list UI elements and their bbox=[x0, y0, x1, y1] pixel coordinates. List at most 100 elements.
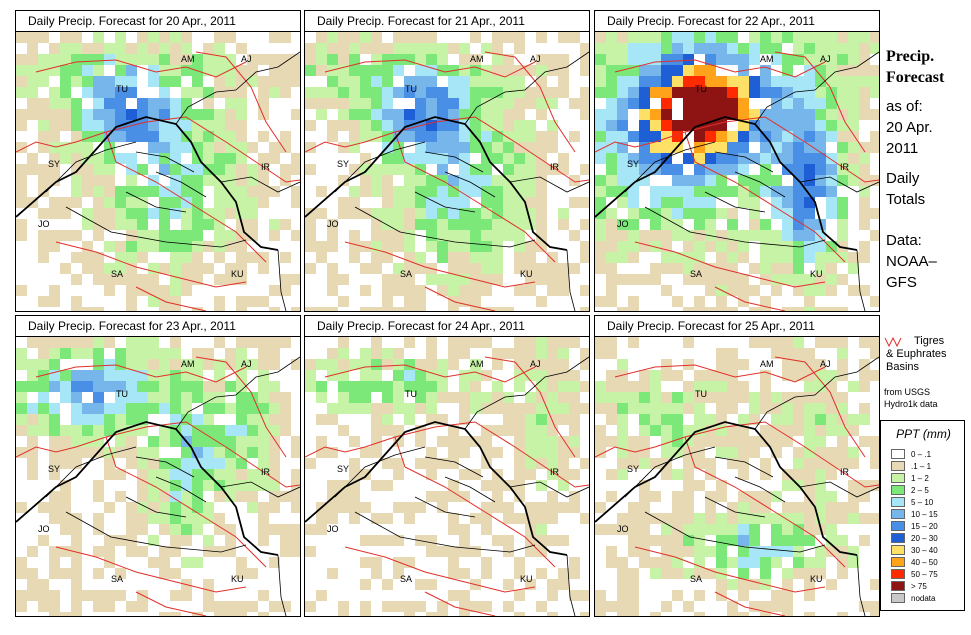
precip-cell bbox=[525, 348, 536, 359]
precip-cell bbox=[71, 131, 82, 142]
precip-cell bbox=[291, 524, 300, 535]
legend-entry: 40 – 50 bbox=[891, 557, 938, 568]
precip-cell bbox=[661, 469, 672, 480]
precip-cell bbox=[804, 109, 815, 120]
precip-cell bbox=[214, 43, 225, 54]
precip-cell bbox=[628, 208, 639, 219]
precip-cell bbox=[595, 76, 606, 87]
precip-cell bbox=[27, 359, 38, 370]
precip-cell bbox=[115, 197, 126, 208]
precip-cell bbox=[727, 186, 738, 197]
precip-cell bbox=[771, 348, 782, 359]
precip-cell bbox=[514, 153, 525, 164]
precip-cell bbox=[804, 436, 815, 447]
precip-cell bbox=[393, 370, 404, 381]
precip-cell bbox=[705, 98, 716, 109]
precip-cell bbox=[426, 491, 437, 502]
precip-cell bbox=[27, 546, 38, 557]
precip-cell bbox=[115, 469, 126, 480]
precip-cell bbox=[170, 32, 181, 43]
precip-map: AM AJ TU SY IR JO SA KU bbox=[594, 32, 880, 312]
precip-cell bbox=[492, 87, 503, 98]
precip-cell bbox=[60, 436, 71, 447]
precip-cell bbox=[749, 120, 760, 131]
precip-cell bbox=[617, 392, 628, 403]
precip-cell bbox=[448, 263, 459, 274]
precip-cell bbox=[760, 230, 771, 241]
precip-cell bbox=[415, 153, 426, 164]
precip-cell bbox=[793, 392, 804, 403]
precip-cell bbox=[214, 491, 225, 502]
precip-cell bbox=[492, 359, 503, 370]
precip-cell bbox=[826, 425, 837, 436]
province-border bbox=[424, 456, 484, 478]
precip-cell bbox=[349, 359, 360, 370]
country-label: IR bbox=[261, 467, 271, 477]
precip-cell bbox=[448, 186, 459, 197]
precip-cell bbox=[826, 392, 837, 403]
precip-cell bbox=[595, 263, 606, 274]
precip-cell bbox=[415, 98, 426, 109]
precip-cell bbox=[181, 120, 192, 131]
precip-cell bbox=[771, 98, 782, 109]
precip-cell bbox=[470, 469, 481, 480]
precip-cell bbox=[126, 175, 137, 186]
precip-cell bbox=[93, 186, 104, 197]
precip-cell bbox=[181, 186, 192, 197]
precip-cell bbox=[170, 197, 181, 208]
precip-cell bbox=[115, 590, 126, 601]
precip-cell bbox=[492, 109, 503, 120]
precip-cell bbox=[305, 601, 316, 612]
precip-cell bbox=[595, 109, 606, 120]
precip-cell bbox=[170, 480, 181, 491]
precip-cell bbox=[628, 131, 639, 142]
country-label: SA bbox=[400, 574, 412, 584]
precip-cell bbox=[815, 392, 826, 403]
precip-cell bbox=[291, 274, 300, 285]
precip-cell bbox=[705, 219, 716, 230]
precip-cell bbox=[16, 175, 27, 186]
precip-cell bbox=[338, 296, 349, 307]
precip-cell bbox=[525, 392, 536, 403]
precip-cell bbox=[606, 120, 617, 131]
precip-cell bbox=[606, 87, 617, 98]
precip-cell bbox=[393, 43, 404, 54]
precip-cell bbox=[738, 381, 749, 392]
precip-cell bbox=[236, 87, 247, 98]
precip-cell bbox=[503, 230, 514, 241]
precip-cell bbox=[247, 164, 258, 175]
precip-cell bbox=[738, 359, 749, 370]
precip-cell bbox=[159, 491, 170, 502]
precip-cell bbox=[16, 142, 27, 153]
precip-cell bbox=[705, 381, 716, 392]
precip-cell bbox=[793, 359, 804, 370]
precip-cell bbox=[492, 65, 503, 76]
precip-cell bbox=[404, 208, 415, 219]
precip-cell bbox=[716, 252, 727, 263]
precip-cell bbox=[650, 241, 661, 252]
precip-cell bbox=[360, 43, 371, 54]
precip-cell bbox=[694, 153, 705, 164]
precip-cell bbox=[60, 65, 71, 76]
precip-cell bbox=[360, 120, 371, 131]
precip-cell bbox=[104, 458, 115, 469]
precip-cell bbox=[148, 76, 159, 87]
precip-cell bbox=[804, 359, 815, 370]
precip-cell bbox=[159, 230, 170, 241]
basin-boundary bbox=[684, 436, 846, 568]
precip-cell bbox=[525, 579, 536, 590]
precip-cell bbox=[595, 612, 606, 616]
precip-cell bbox=[181, 370, 192, 381]
precip-cell bbox=[38, 414, 49, 425]
precip-cell bbox=[159, 458, 170, 469]
precip-cell bbox=[804, 414, 815, 425]
precip-cell bbox=[536, 370, 547, 381]
precip-cell bbox=[225, 98, 236, 109]
precip-cell bbox=[448, 491, 459, 502]
precip-cell bbox=[225, 54, 236, 65]
legend-entry: .1 – 1 bbox=[891, 461, 931, 472]
precip-cell bbox=[771, 109, 782, 120]
precip-cell bbox=[558, 208, 569, 219]
precip-cell bbox=[192, 219, 203, 230]
precip-cell bbox=[459, 348, 470, 359]
